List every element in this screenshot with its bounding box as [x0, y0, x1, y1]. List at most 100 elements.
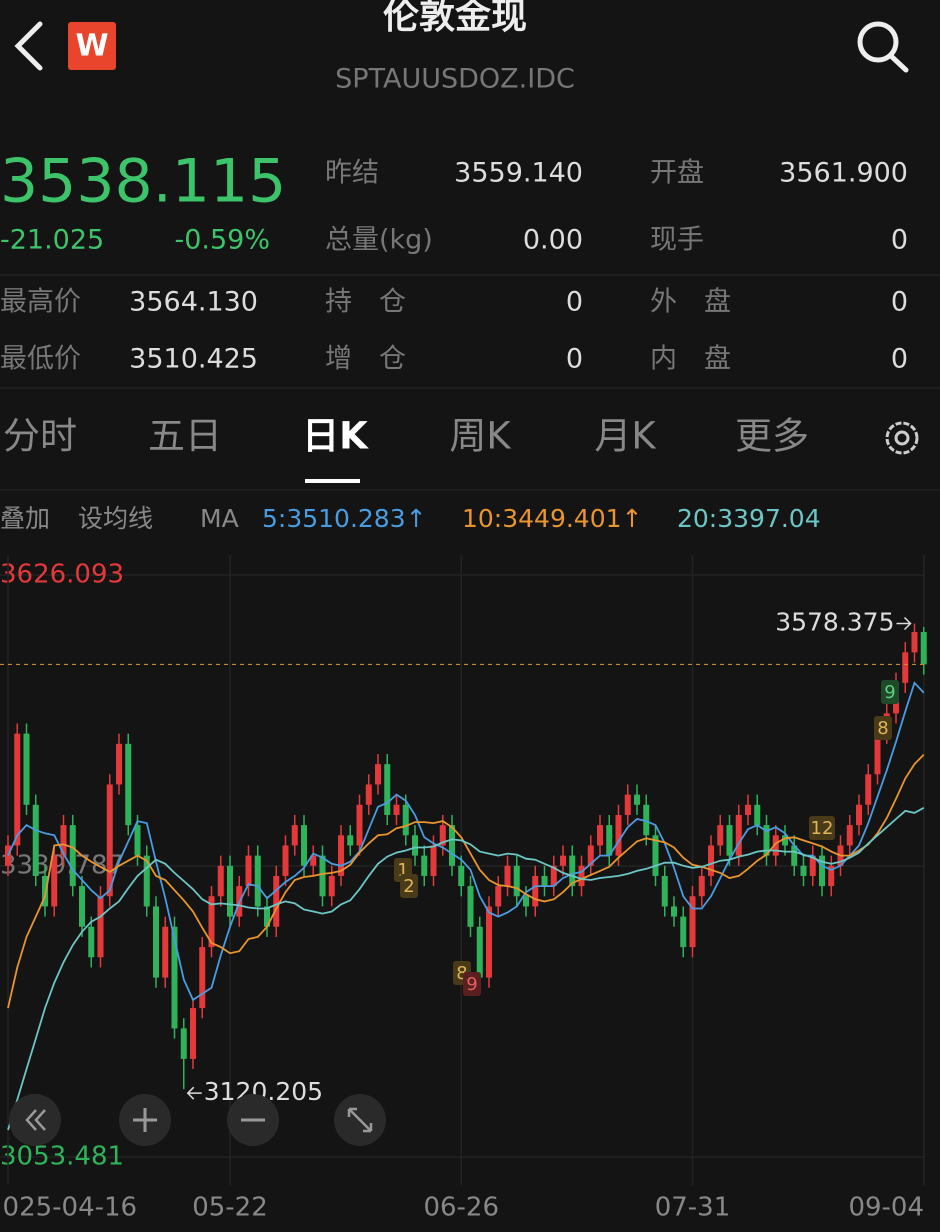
candle-body — [560, 855, 566, 866]
candle-body — [606, 825, 613, 856]
logo-icon — [68, 22, 116, 70]
candle-body — [356, 804, 363, 846]
candle-body — [14, 733, 21, 846]
max-arrow — [896, 616, 912, 631]
candle-body — [439, 825, 446, 846]
x-tick-label: 09-04 — [848, 1193, 924, 1223]
candle-body — [624, 794, 631, 815]
candle-body — [809, 855, 816, 876]
candle-body — [698, 875, 705, 897]
candle-body — [911, 632, 918, 653]
tab[interactable]: 更多 — [735, 415, 809, 458]
candle-body — [782, 835, 788, 846]
candle-body — [717, 825, 724, 846]
stat-label: 持 仓 — [325, 287, 406, 318]
candle-body — [291, 825, 298, 846]
candle-body — [486, 906, 492, 978]
signal-label: 2 — [403, 876, 414, 897]
candle-body — [791, 845, 798, 866]
tab[interactable]: 分时 — [3, 415, 77, 458]
candle-body — [597, 825, 603, 846]
candle-body — [217, 865, 224, 897]
candle-body — [69, 825, 76, 887]
stat-value: 3561.900 — [779, 158, 908, 189]
stat-label: 昨结 — [325, 158, 379, 189]
candle-body — [23, 733, 30, 805]
candle-body — [208, 896, 215, 948]
stat-value: 3559.140 — [454, 158, 583, 189]
toolbar-item[interactable]: MA — [200, 504, 239, 533]
candle-body — [671, 906, 677, 917]
candle-body — [846, 825, 853, 846]
back-button[interactable] — [14, 21, 43, 71]
signal-badge — [874, 716, 892, 740]
candle-body — [32, 804, 39, 876]
candle-body — [88, 926, 95, 958]
candle-body — [754, 804, 761, 826]
candle-body — [615, 814, 622, 856]
candle-body — [661, 875, 668, 907]
candle-body — [458, 865, 465, 887]
candle-body — [162, 926, 169, 978]
tab[interactable]: 周K — [449, 415, 512, 458]
stat-value: 0 — [891, 344, 908, 375]
stat-label: 内 盘 — [650, 344, 731, 375]
candle-body — [874, 733, 881, 775]
stat-label: 最低价 — [0, 344, 81, 375]
zoom-in-icon — [133, 1108, 157, 1132]
candle-body — [504, 865, 511, 887]
stat-value: 0 — [891, 225, 908, 256]
candle-body — [153, 906, 159, 978]
gear-icon — [885, 421, 919, 455]
signal-label: 9 — [884, 682, 895, 703]
scroll-left-icon — [25, 1109, 46, 1131]
y-tick-label: 3626.093 — [0, 560, 124, 590]
candle-body — [550, 865, 557, 887]
candle-body — [643, 804, 650, 836]
candle-body — [301, 825, 307, 866]
page-subtitle: SPTAUUSDOZ.IDC — [335, 64, 575, 95]
candle-body — [652, 835, 659, 876]
signal-badge — [881, 680, 899, 704]
candle-body — [532, 875, 539, 907]
x-tick-label: 2025-04-16 — [0, 1193, 137, 1223]
candle-body — [541, 875, 548, 887]
search-icon-handle — [888, 53, 909, 73]
stat-value: 3510.425 — [129, 344, 258, 375]
candle-body — [449, 825, 455, 866]
candle-body — [865, 774, 872, 805]
candle-body — [190, 1008, 196, 1059]
candle-body — [134, 825, 141, 856]
toolbar-item[interactable]: 设均线 — [78, 504, 153, 533]
settings-button[interactable] — [885, 421, 919, 455]
signal-label: 9 — [466, 974, 477, 995]
toolbar-item[interactable]: 叠加 — [0, 504, 50, 533]
candle-body — [5, 845, 11, 866]
tab[interactable]: 五日 — [148, 415, 222, 458]
candle-body — [495, 886, 502, 907]
candle-body — [347, 835, 354, 846]
price-change: -21.025 — [0, 225, 104, 256]
signal-label: 1 — [397, 860, 408, 881]
candle-body — [726, 825, 733, 856]
tab[interactable]: 月K — [594, 415, 657, 458]
ma-line — [7, 807, 925, 1131]
candle-body — [745, 804, 751, 815]
candle-body — [199, 947, 206, 1009]
candle-body — [828, 865, 835, 887]
candle-body — [328, 875, 335, 897]
candle-body — [60, 825, 67, 856]
candle-body — [319, 855, 326, 897]
tab[interactable]: 日K — [302, 415, 369, 458]
candle-body — [569, 855, 576, 887]
candle-body — [310, 855, 317, 866]
ma-legend: 5:3510.283↑ — [262, 504, 427, 533]
signal-badge — [463, 972, 481, 996]
candle-body — [402, 804, 409, 836]
stat-label: 现手 — [650, 225, 704, 256]
candle-body — [245, 855, 252, 887]
search-button[interactable] — [857, 21, 909, 73]
